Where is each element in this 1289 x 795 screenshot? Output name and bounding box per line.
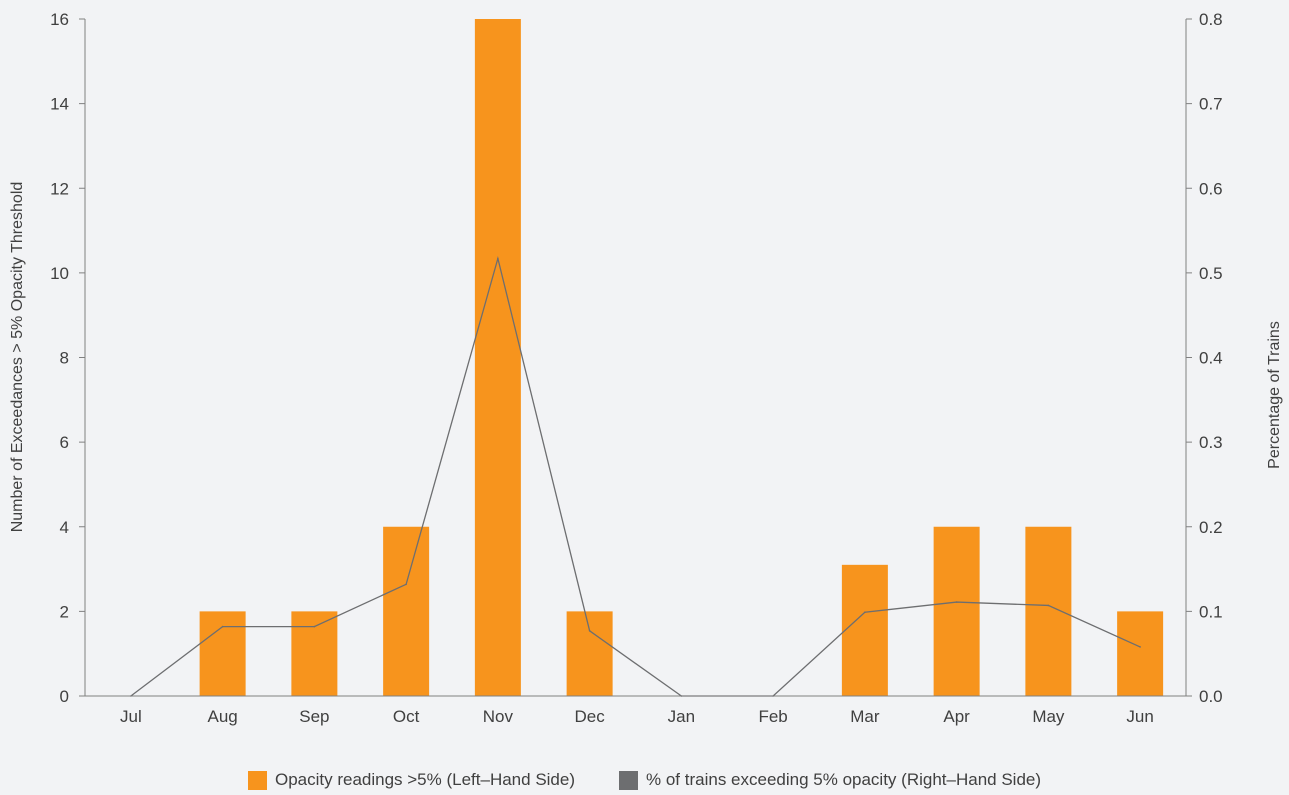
x-tick-label: Dec xyxy=(575,707,606,726)
left-tick-label: 16 xyxy=(50,10,69,29)
right-tick-label: 0.1 xyxy=(1199,602,1223,621)
right-tick-label: 0.4 xyxy=(1199,349,1223,368)
x-tick-label: Jun xyxy=(1126,707,1153,726)
right-tick-label: 0.5 xyxy=(1199,264,1223,283)
right-tick-label: 0.6 xyxy=(1199,179,1223,198)
x-tick-label: Feb xyxy=(758,707,787,726)
bar-oct xyxy=(383,526,430,696)
x-tick-label: Sep xyxy=(299,707,329,726)
left-tick-label: 6 xyxy=(60,433,69,452)
left-tick-label: 10 xyxy=(50,264,69,283)
left-tick-label: 0 xyxy=(60,687,69,706)
left-axis-ticks: 0 2 4 6 8 10 12 14 16 xyxy=(50,10,85,706)
x-tick-label: May xyxy=(1032,707,1065,726)
legend-swatch-gray xyxy=(619,770,639,790)
right-tick-label: 0.2 xyxy=(1199,518,1223,537)
line-point-aug xyxy=(221,625,224,628)
bar-series xyxy=(199,19,1164,696)
line-point-sep xyxy=(313,625,316,628)
left-axis-title: Number of Exceedances > 5% Opacity Thres… xyxy=(9,182,26,533)
right-axis-title: Percentage of Trains xyxy=(1266,321,1283,469)
legend-swatch-orange xyxy=(247,770,267,790)
bar-nov xyxy=(474,19,521,696)
left-tick-label: 2 xyxy=(60,602,69,621)
line-point-nov xyxy=(497,257,499,260)
right-tick-label: 0.3 xyxy=(1199,433,1223,452)
x-tick-label: Nov xyxy=(483,707,514,726)
legend: Opacity readings >5% (Left–Hand Side) % … xyxy=(0,770,1289,790)
right-tick-label: 0.7 xyxy=(1199,95,1223,114)
line-point-dec xyxy=(588,630,591,632)
bar-may xyxy=(1025,526,1072,696)
x-tick-label: Aug xyxy=(208,707,238,726)
legend-label-bar: Opacity readings >5% (Left–Hand Side) xyxy=(274,770,576,789)
x-tick-label: Mar xyxy=(850,707,880,726)
left-tick-label: 12 xyxy=(50,179,69,198)
left-tick-label: 14 xyxy=(50,95,69,114)
trend-line xyxy=(130,255,1141,697)
bar-sep xyxy=(291,611,338,696)
bar-dec xyxy=(566,611,613,696)
bar-aug xyxy=(199,611,246,696)
bar-jun xyxy=(1117,611,1164,696)
x-tick-label: Jan xyxy=(668,707,695,726)
line-series xyxy=(130,255,1141,697)
line-point-mar xyxy=(864,611,866,614)
line-point-apr xyxy=(955,601,958,603)
line-point-jun xyxy=(1139,646,1141,648)
right-axis-ticks: 0.0 0.1 0.2 0.3 0.4 0.5 0.6 0.7 0.8 xyxy=(1186,10,1223,706)
left-tick-label: 4 xyxy=(60,518,69,537)
right-tick-label: 0.8 xyxy=(1199,10,1223,29)
x-tick-label: Jul xyxy=(120,707,142,726)
x-tick-label: Oct xyxy=(393,707,420,726)
legend-item-bar: Opacity readings >5% (Left–Hand Side) xyxy=(247,770,576,790)
line-point-may xyxy=(1047,604,1050,607)
left-tick-label: 8 xyxy=(60,349,69,368)
bar-apr xyxy=(933,526,980,696)
x-tick-label: Apr xyxy=(943,707,970,726)
bar-mar xyxy=(841,564,888,696)
line-point-oct xyxy=(405,583,407,586)
right-tick-label: 0.0 xyxy=(1199,687,1223,706)
legend-item-line: % of trains exceeding 5% opacity (Right–… xyxy=(619,770,1041,790)
legend-label-line: % of trains exceeding 5% opacity (Right–… xyxy=(646,770,1042,789)
x-axis-labels: Jul Aug Sep Oct Nov Dec Jan Feb Mar Apr May Jun xyxy=(120,707,1154,726)
